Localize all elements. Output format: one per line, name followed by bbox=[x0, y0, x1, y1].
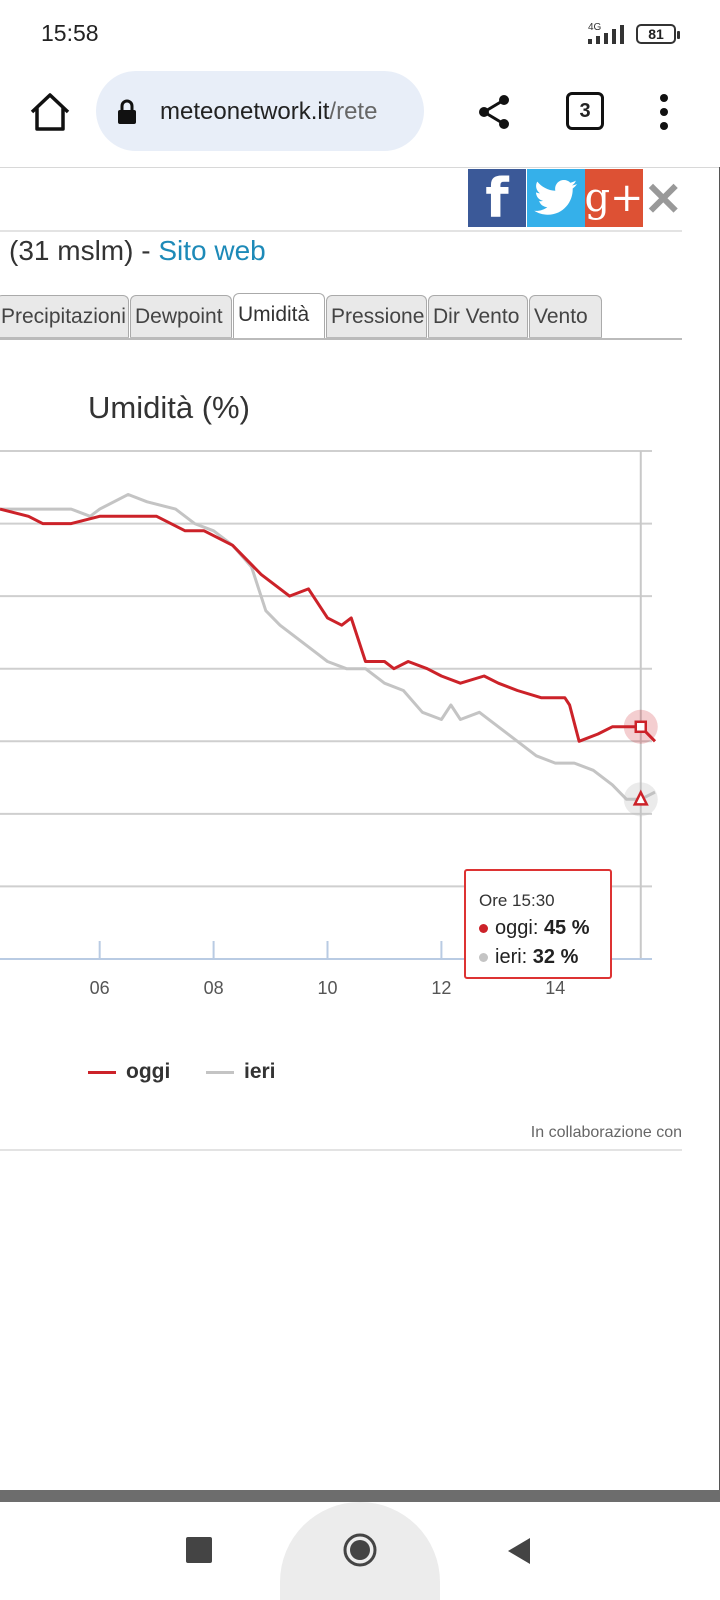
tooltip-label-ieri: ieri: bbox=[495, 946, 533, 968]
x-tick-label: 08 bbox=[204, 978, 224, 998]
series-line-ieri bbox=[0, 493, 656, 801]
hover-marker-oggi bbox=[634, 720, 648, 734]
tabs-baseline bbox=[0, 338, 682, 340]
status-icons: 4G 81 bbox=[586, 22, 680, 46]
x-tick-label: 12 bbox=[431, 978, 451, 998]
station-info: (31 mslm) - Sito web bbox=[9, 235, 266, 267]
legend-item-oggi[interactable]: oggi bbox=[88, 1060, 170, 1084]
chart-markers bbox=[623, 709, 658, 817]
page-bottom-edge bbox=[0, 1490, 720, 1502]
hover-marker-ieri bbox=[632, 789, 649, 806]
url-text: meteonetwork.it/rete bbox=[160, 98, 377, 126]
tooltip-row-ieri: ieri: 32 % bbox=[479, 946, 578, 969]
legend-item-ieri[interactable]: ieri bbox=[206, 1060, 276, 1084]
more-menu-icon[interactable] bbox=[654, 92, 674, 132]
browser-toolbar: meteonetwork.it/rete 3 bbox=[0, 66, 720, 158]
back-icon[interactable] bbox=[506, 1536, 532, 1566]
tab-switcher-button[interactable]: 3 bbox=[566, 92, 604, 130]
tooltip-label-oggi: oggi: bbox=[495, 917, 544, 939]
tab-pressione[interactable]: Pressione bbox=[326, 295, 427, 337]
tooltip-value-oggi: 45 % bbox=[543, 917, 590, 939]
chart-tabs: Precipitazioni Dewpoint Umidità Pression… bbox=[0, 293, 682, 339]
system-navbar bbox=[0, 1502, 720, 1600]
url-path: /rete bbox=[329, 98, 378, 125]
divider bbox=[0, 1149, 682, 1151]
tooltip-row-oggi: oggi: 45 % bbox=[479, 917, 590, 940]
recents-icon[interactable] bbox=[186, 1537, 212, 1563]
divider bbox=[0, 230, 682, 232]
chart-title: Umidità (%) bbox=[88, 390, 250, 425]
legend-swatch-ieri bbox=[206, 1070, 234, 1074]
status-time: 15:58 bbox=[41, 20, 99, 46]
battery-level: 81 bbox=[648, 26, 664, 42]
lock-icon bbox=[118, 99, 136, 124]
tab-vento[interactable]: Vento bbox=[529, 295, 602, 337]
tab-dir-vento[interactable]: Dir Vento bbox=[428, 295, 528, 337]
network-label: 4G bbox=[588, 22, 602, 33]
series-line-oggi bbox=[0, 507, 657, 743]
tab-dewpoint[interactable]: Dewpoint bbox=[130, 295, 232, 337]
tab-umidita[interactable]: Umidità bbox=[233, 293, 325, 339]
home-nav-icon[interactable] bbox=[342, 1532, 378, 1568]
facebook-icon: f bbox=[485, 166, 509, 230]
legend-dot-oggi bbox=[479, 924, 488, 934]
legend-dot-ieri bbox=[479, 953, 488, 963]
tooltip-value-ieri: 32 % bbox=[532, 946, 579, 968]
legend-label-oggi: oggi bbox=[126, 1060, 171, 1083]
share-icon[interactable] bbox=[474, 92, 514, 132]
x-tick-label: 06 bbox=[90, 978, 110, 998]
url-host: meteonetwork.it bbox=[160, 98, 330, 125]
tooltip-title: Ore 15:30 bbox=[479, 891, 555, 910]
chart-series bbox=[0, 493, 657, 801]
status-bar: 15:58 4G 81 bbox=[0, 0, 720, 66]
page-top-border bbox=[0, 167, 720, 168]
googleplus-icon: g+ bbox=[584, 175, 644, 221]
address-bar[interactable]: meteonetwork.it/rete bbox=[96, 71, 424, 151]
twitter-share-button[interactable] bbox=[527, 169, 585, 227]
station-altitude: (31 mslm) - bbox=[9, 235, 159, 266]
signal-icon: 4G bbox=[588, 22, 624, 44]
tab-precipitazioni[interactable]: Precipitazioni bbox=[0, 295, 129, 337]
x-tick-label: 10 bbox=[317, 978, 337, 998]
googleplus-share-button[interactable]: g+ bbox=[584, 169, 644, 227]
home-icon[interactable] bbox=[28, 90, 72, 134]
legend-swatch-oggi bbox=[88, 1070, 116, 1074]
station-website-link[interactable]: Sito web bbox=[158, 235, 266, 266]
chart-grid bbox=[0, 450, 652, 959]
close-icon[interactable]: ✕ bbox=[644, 173, 683, 225]
chart-tooltip: Ore 15:30 oggi: 45 % ieri: 32 % bbox=[464, 869, 612, 979]
twitter-icon bbox=[534, 180, 577, 215]
legend-label-ieri: ieri bbox=[244, 1060, 276, 1083]
credit-text: In collaborazione con bbox=[530, 1124, 682, 1141]
battery-icon: 81 bbox=[636, 24, 680, 44]
x-tick-label: 14 bbox=[545, 978, 565, 998]
facebook-share-button[interactable]: f bbox=[468, 166, 526, 230]
